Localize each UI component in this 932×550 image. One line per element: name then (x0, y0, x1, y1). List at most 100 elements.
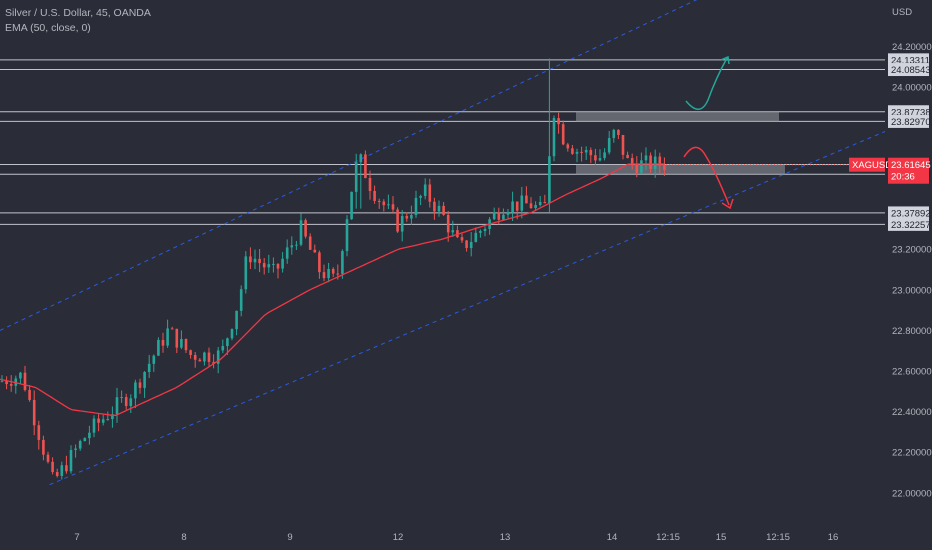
projection-down-arrow[interactable] (683, 146, 730, 206)
level-tag-3[interactable] (888, 114, 929, 128)
candle-28[interactable] (129, 394, 133, 413)
candle-104[interactable] (479, 229, 482, 238)
candle-21[interactable] (97, 414, 100, 432)
candle-140[interactable] (644, 147, 648, 170)
candle-7[interactable] (32, 390, 36, 436)
candle-6[interactable] (28, 384, 31, 402)
candle-25[interactable] (115, 387, 119, 423)
candle-95[interactable] (437, 200, 441, 217)
candle-118[interactable] (543, 194, 547, 204)
candle-102[interactable] (469, 232, 473, 257)
candle-50[interactable] (230, 328, 234, 341)
candle-60[interactable] (276, 263, 280, 279)
candle-143[interactable] (658, 152, 662, 174)
candle-4[interactable] (19, 371, 22, 384)
candle-38[interactable] (175, 328, 179, 354)
candle-19[interactable] (88, 425, 91, 445)
candle-131[interactable] (603, 148, 606, 161)
candle-132[interactable] (607, 131, 611, 155)
candle-59[interactable] (272, 257, 275, 273)
candle-133[interactable] (612, 128, 616, 143)
candle-126[interactable] (580, 146, 583, 162)
candle-8[interactable] (37, 420, 41, 450)
candle-138[interactable] (635, 156, 639, 178)
candle-53[interactable] (244, 251, 248, 294)
level-tag-7[interactable] (888, 217, 929, 231)
channel-lower-line[interactable] (49, 131, 886, 486)
candle-66[interactable] (304, 218, 307, 239)
candle-36[interactable] (166, 319, 169, 348)
candle-82[interactable] (377, 198, 381, 209)
candle-121[interactable] (557, 112, 560, 134)
candle-79[interactable] (364, 150, 367, 179)
candle-43[interactable] (198, 358, 202, 362)
candle-110[interactable] (506, 209, 510, 220)
candle-57[interactable] (262, 258, 266, 275)
candle-96[interactable] (442, 201, 445, 216)
candle-89[interactable] (410, 205, 413, 225)
candle-40[interactable] (184, 338, 188, 354)
candle-18[interactable] (83, 437, 87, 442)
candle-42[interactable] (193, 352, 197, 368)
candle-78[interactable] (359, 153, 363, 209)
candle-85[interactable] (391, 196, 395, 214)
candle-41[interactable] (189, 349, 192, 359)
candle-55[interactable] (253, 249, 257, 270)
projection-up-arrow[interactable] (685, 57, 728, 110)
candle-81[interactable] (373, 185, 376, 204)
candle-123[interactable] (566, 142, 570, 152)
candle-69[interactable] (318, 250, 321, 279)
candle-67[interactable] (308, 233, 312, 250)
candle-91[interactable] (419, 194, 422, 206)
legend-indicator[interactable]: EMA (50, close, 0) (5, 22, 91, 34)
candle-31[interactable] (143, 371, 146, 398)
symbol-tag[interactable] (849, 157, 885, 172)
candle-120[interactable] (552, 115, 556, 162)
candle-106[interactable] (488, 217, 491, 235)
candle-80[interactable] (368, 170, 372, 200)
candle-115[interactable] (529, 197, 533, 209)
candle-17[interactable] (78, 439, 82, 451)
candle-109[interactable] (502, 208, 505, 221)
candle-93[interactable] (428, 178, 432, 208)
zone-box-0[interactable] (576, 111, 779, 122)
ema-line[interactable] (0, 163, 664, 416)
candle-113[interactable] (520, 186, 524, 219)
candle-61[interactable] (281, 252, 284, 273)
candle-107[interactable] (492, 207, 496, 221)
candle-127[interactable] (584, 146, 588, 160)
candle-141[interactable] (649, 152, 652, 173)
candle-83[interactable] (382, 199, 386, 212)
candle-94[interactable] (433, 197, 436, 220)
candle-88[interactable] (405, 212, 409, 222)
candle-0[interactable] (0, 375, 4, 383)
candle-12[interactable] (55, 468, 59, 478)
candle-99[interactable] (456, 225, 459, 239)
level-tag-6[interactable] (888, 206, 929, 220)
candle-30[interactable] (138, 378, 142, 394)
level-tag-1[interactable] (888, 63, 929, 77)
candle-84[interactable] (387, 194, 390, 210)
candle-135[interactable] (621, 134, 625, 160)
candle-27[interactable] (124, 393, 128, 410)
candle-29[interactable] (134, 379, 137, 409)
candle-144[interactable] (663, 157, 666, 176)
candle-137[interactable] (630, 153, 634, 170)
candle-20[interactable] (92, 415, 96, 438)
current-price-tag[interactable] (888, 157, 929, 184)
candle-44[interactable] (203, 351, 206, 366)
candle-119[interactable] (548, 58, 551, 213)
candle-54[interactable] (249, 247, 252, 269)
candle-62[interactable] (285, 239, 289, 264)
candle-37[interactable] (170, 326, 174, 330)
candle-13[interactable] (60, 461, 64, 480)
candle-103[interactable] (474, 227, 478, 243)
candle-125[interactable] (575, 148, 579, 163)
candle-1[interactable] (5, 376, 8, 390)
candle-101[interactable] (465, 239, 468, 252)
candle-90[interactable] (414, 190, 418, 218)
candle-23[interactable] (106, 411, 110, 421)
candle-134[interactable] (617, 129, 620, 139)
zone-box-1[interactable] (576, 164, 785, 175)
